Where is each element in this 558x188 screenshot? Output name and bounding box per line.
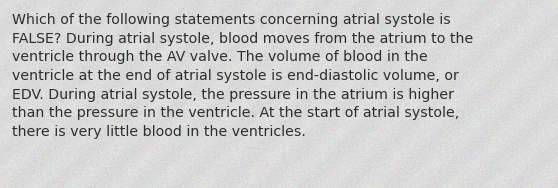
Text: Which of the following statements concerning atrial systole is
FALSE? During atr: Which of the following statements concer… [12, 13, 474, 139]
